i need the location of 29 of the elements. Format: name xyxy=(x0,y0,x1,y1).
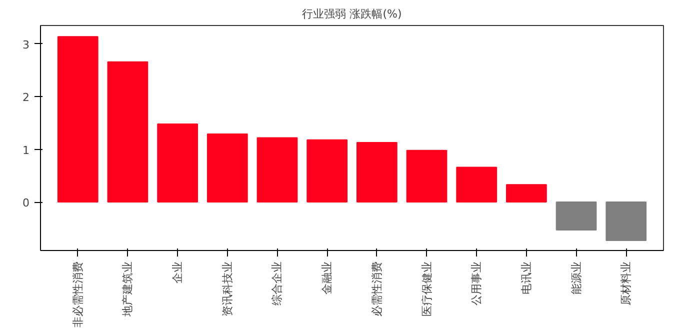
bar xyxy=(556,202,597,230)
bar xyxy=(107,61,148,203)
bar xyxy=(256,137,298,203)
x-tick-label: 原材料业 xyxy=(620,262,633,306)
bar xyxy=(406,150,448,203)
x-tick-label: 电讯业 xyxy=(520,262,533,294)
y-tick-label: 3 xyxy=(22,38,30,52)
y-tick-label: 2 xyxy=(22,91,30,104)
x-tick-label: 能源业 xyxy=(570,262,583,294)
x-tick-label: 资讯科技业 xyxy=(220,262,234,316)
x-tick-label: 地产建筑业 xyxy=(121,262,134,318)
bar xyxy=(356,142,398,203)
bar xyxy=(606,202,647,241)
x-tick-label: 非必需性消费 xyxy=(71,262,84,328)
x-tick-label: 综合企业 xyxy=(270,262,284,306)
x-tick-label: 企业 xyxy=(171,262,184,284)
x-tick-label: 金融业 xyxy=(320,262,334,294)
x-tick-label: 公用事业 xyxy=(470,262,484,306)
bar xyxy=(57,36,98,203)
bar xyxy=(506,184,547,203)
bar xyxy=(456,166,498,203)
bar xyxy=(206,134,248,203)
bar xyxy=(157,124,198,203)
x-tick-label: 必需性消费 xyxy=(370,262,384,316)
bar xyxy=(306,139,348,203)
y-tick-label: 1 xyxy=(22,144,30,157)
y-tick-label: 0 xyxy=(22,196,30,210)
x-tick-label: 医疗保健业 xyxy=(420,262,434,316)
chart-title: 行业强弱 涨跌幅(%) xyxy=(302,8,402,20)
